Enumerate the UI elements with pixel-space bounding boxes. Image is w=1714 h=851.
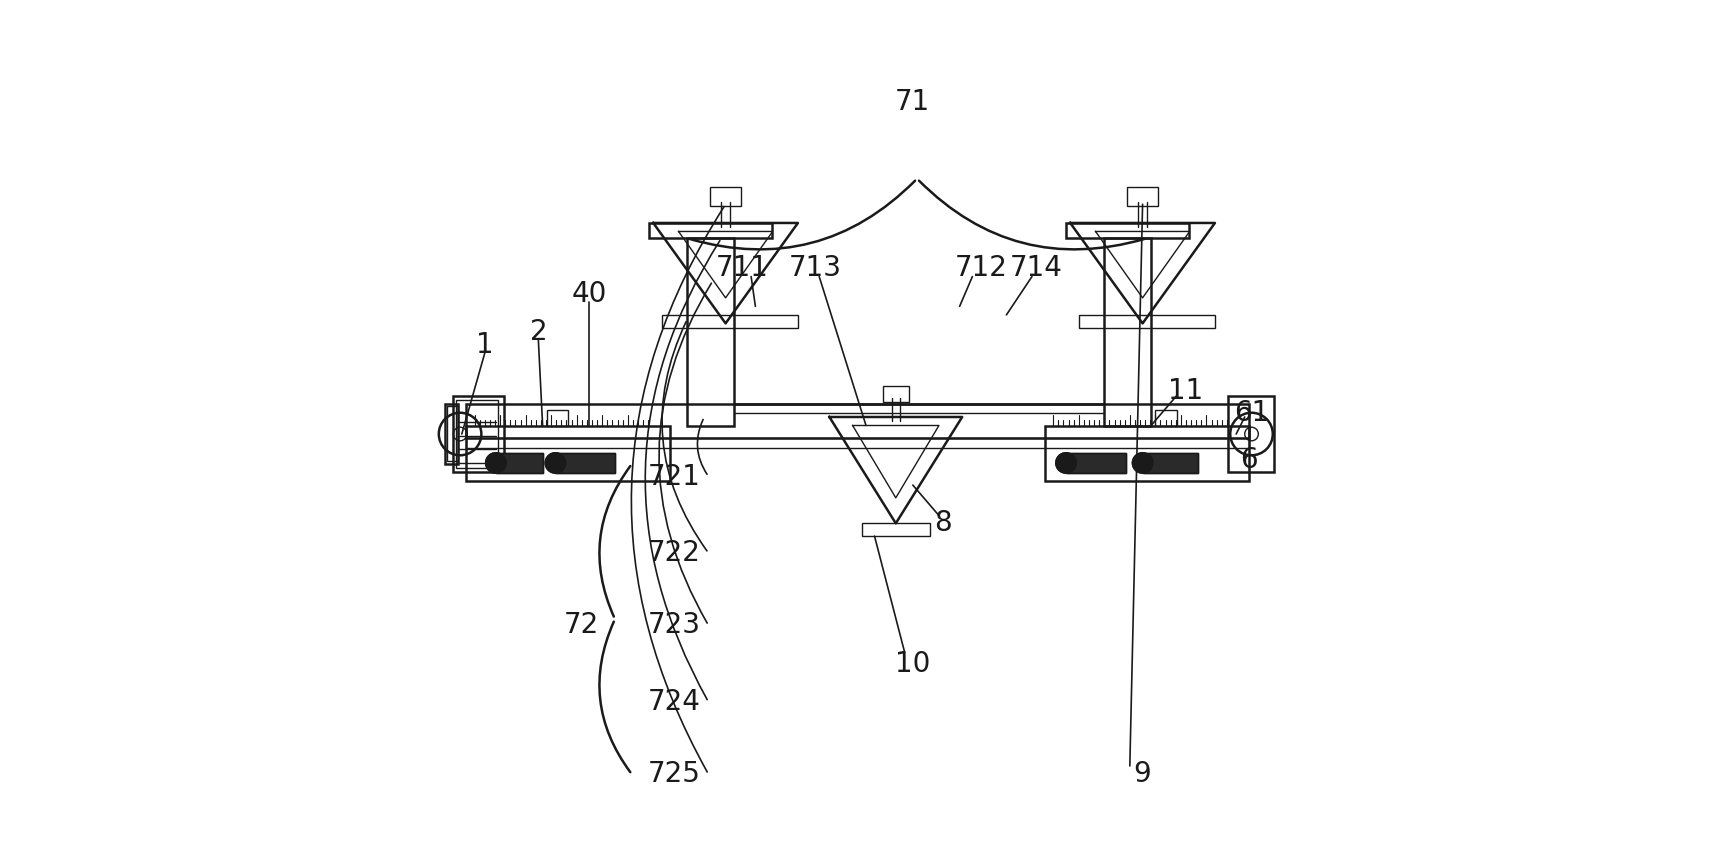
Text: 712: 712: [955, 254, 1006, 282]
Bar: [1104, 238, 1150, 426]
Text: 6: 6: [1239, 446, 1256, 473]
Bar: [495, 453, 542, 473]
Bar: [1227, 396, 1274, 472]
Bar: [662, 315, 797, 328]
Bar: [710, 187, 740, 206]
Circle shape: [545, 453, 566, 473]
Bar: [452, 396, 504, 472]
Bar: [1078, 315, 1214, 328]
Bar: [466, 426, 670, 481]
Bar: [1142, 453, 1196, 473]
Text: 2: 2: [530, 318, 547, 346]
Bar: [447, 406, 458, 461]
Text: 10: 10: [895, 650, 931, 677]
Text: 40: 40: [571, 280, 607, 307]
Bar: [860, 523, 929, 536]
Bar: [687, 238, 734, 426]
Bar: [1142, 453, 1196, 473]
Bar: [1066, 223, 1190, 238]
Bar: [456, 400, 499, 468]
Text: 72: 72: [562, 612, 598, 639]
Text: 711: 711: [716, 254, 768, 282]
Text: 723: 723: [648, 612, 701, 639]
Text: 714: 714: [1010, 254, 1063, 282]
Circle shape: [485, 453, 506, 473]
Bar: [555, 453, 615, 473]
Bar: [1126, 187, 1157, 206]
Bar: [466, 404, 1248, 438]
Ellipse shape: [506, 454, 512, 473]
Text: 724: 724: [648, 688, 701, 716]
Text: 725: 725: [648, 761, 701, 788]
Text: 8: 8: [932, 510, 951, 537]
Circle shape: [1131, 453, 1152, 473]
Text: 61: 61: [1232, 399, 1268, 426]
Text: 11: 11: [1167, 378, 1202, 405]
Bar: [466, 438, 1248, 448]
Text: 71: 71: [895, 89, 931, 116]
Bar: [1155, 410, 1176, 426]
Bar: [1066, 453, 1124, 473]
Bar: [1044, 426, 1248, 481]
Circle shape: [1056, 453, 1076, 473]
Bar: [555, 453, 615, 473]
Bar: [648, 223, 771, 238]
Text: 722: 722: [648, 540, 701, 567]
Bar: [547, 410, 567, 426]
Text: 9: 9: [1133, 761, 1150, 788]
Bar: [1066, 453, 1124, 473]
Text: 713: 713: [788, 254, 842, 282]
Bar: [495, 453, 542, 473]
Bar: [444, 404, 458, 464]
Bar: [883, 386, 908, 402]
Text: 1: 1: [476, 331, 494, 358]
Text: 721: 721: [648, 463, 701, 490]
